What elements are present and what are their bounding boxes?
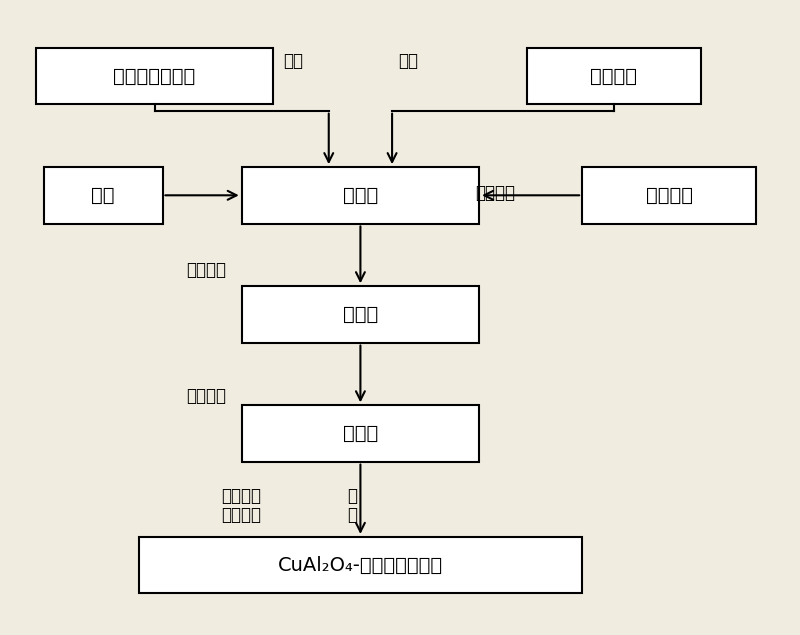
Bar (138, 537, 582, 593)
Text: 磁力搅拌: 磁力搅拌 (186, 262, 226, 279)
Bar (242, 405, 479, 462)
Text: 氧化石墨: 氧化石墨 (646, 186, 693, 205)
Bar (582, 167, 756, 224)
Bar (242, 286, 479, 342)
Text: CuAl₂O₄-石墨烯光催化剂: CuAl₂O₄-石墨烯光催化剂 (278, 556, 443, 575)
Text: 焙: 焙 (347, 487, 358, 505)
Bar (242, 167, 479, 224)
Text: 搅拌: 搅拌 (283, 51, 303, 70)
Text: 混合液: 混合液 (342, 186, 378, 205)
Text: 水热反应: 水热反应 (186, 387, 226, 405)
Text: 混合液: 混合液 (342, 424, 378, 443)
Text: 聚乙二醇: 聚乙二醇 (590, 67, 638, 86)
Bar (44, 167, 162, 224)
Text: 搅拌: 搅拌 (398, 51, 418, 70)
Text: 氨水: 氨水 (91, 186, 115, 205)
Bar (526, 48, 701, 104)
Text: 硝酸铜和硝酸铝: 硝酸铜和硝酸铝 (114, 67, 196, 86)
Bar (36, 48, 274, 104)
Text: 混合液: 混合液 (342, 305, 378, 324)
Text: 烧: 烧 (347, 506, 358, 524)
Text: 涂、干燥: 涂、干燥 (222, 506, 262, 524)
Text: 超声分散: 超声分散 (475, 184, 515, 203)
Text: 抽滤、洗: 抽滤、洗 (222, 487, 262, 505)
